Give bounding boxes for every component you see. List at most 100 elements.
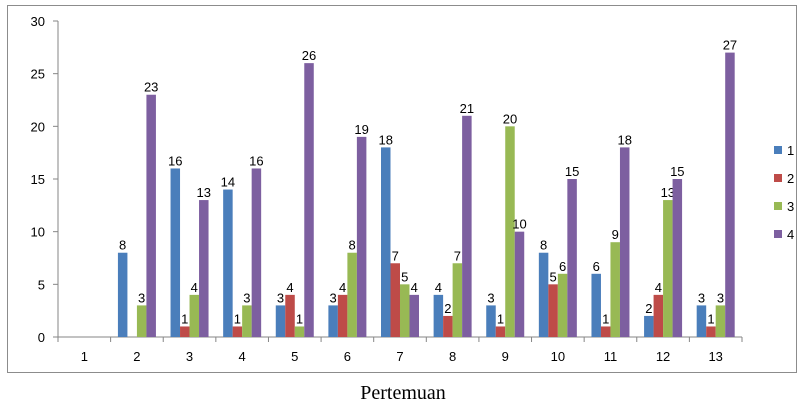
bar-series-4 <box>199 200 209 337</box>
bar-value-label: 8 <box>540 238 547 253</box>
bar-series-4 <box>672 179 683 337</box>
bar-value-label: 26 <box>302 48 316 63</box>
bar-series-2 <box>706 326 716 337</box>
x-tick-label: 11 <box>604 349 618 364</box>
bar-series-2 <box>180 326 190 337</box>
y-tick-label: 10 <box>31 225 45 240</box>
bar-value-label: 7 <box>392 248 399 263</box>
bar-series-1 <box>538 252 549 337</box>
bar-value-label: 4 <box>655 280 662 295</box>
x-tick-label: 1 <box>81 349 88 364</box>
bar-series-3 <box>715 305 726 337</box>
bar-series-1 <box>433 294 444 337</box>
bar-value-label: 20 <box>503 111 517 126</box>
bar-series-2 <box>495 326 506 337</box>
bar-series-1 <box>170 168 181 337</box>
bar-value-label: 15 <box>565 164 579 179</box>
bar-value-label: 6 <box>559 259 566 274</box>
legend-label-2: 2 <box>787 171 794 186</box>
y-tick-label: 0 <box>38 330 45 345</box>
x-tick-label: 12 <box>656 349 670 364</box>
legend-label-1: 1 <box>787 143 794 158</box>
bar-value-label: 2 <box>444 301 451 316</box>
bar-value-label: 23 <box>144 80 158 95</box>
bar-value-label: 1 <box>602 311 609 326</box>
bar-value-label: 3 <box>330 290 337 305</box>
legend-swatch-1 <box>774 146 782 154</box>
bar-series-1 <box>696 305 707 337</box>
legend-swatch-3 <box>774 202 782 210</box>
bar-value-label: 5 <box>549 269 556 284</box>
x-tick-label: 13 <box>708 349 722 364</box>
bar-series-3 <box>663 200 673 337</box>
bar-value-label: 1 <box>234 311 241 326</box>
bar-series-1 <box>223 189 233 337</box>
bar-value-label: 19 <box>354 122 368 137</box>
bar-series-4 <box>146 94 156 337</box>
bar-series-1 <box>486 305 496 337</box>
x-tick-label: 7 <box>396 349 403 364</box>
bar-series-3 <box>189 294 200 337</box>
bar-series-1 <box>591 273 601 337</box>
bar-value-label: 3 <box>138 290 145 305</box>
y-tick-label: 20 <box>31 119 45 134</box>
bar-series-3 <box>242 305 252 337</box>
bar-series-2 <box>285 294 295 337</box>
x-tick-label: 6 <box>344 349 351 364</box>
bar-value-label: 3 <box>487 290 494 305</box>
bar-series-1 <box>644 315 654 337</box>
x-axis-title: Pertemuan <box>360 382 446 404</box>
bar-value-label: 3 <box>717 290 724 305</box>
bar-value-label: 1 <box>296 311 303 326</box>
x-tick-label: 5 <box>291 349 298 364</box>
bar-series-2 <box>337 294 348 337</box>
bar-series-2 <box>390 263 400 337</box>
bar-series-4 <box>356 136 367 337</box>
bar-series-3 <box>294 326 305 337</box>
legend-label-4: 4 <box>787 227 794 242</box>
bar-value-label: 6 <box>593 259 600 274</box>
bar-value-label: 27 <box>723 38 737 53</box>
x-tick-label: 2 <box>133 349 140 364</box>
bar-value-label: 4 <box>286 280 293 295</box>
bar-series-4 <box>462 115 472 337</box>
bar-series-3 <box>347 252 357 337</box>
x-tick-label: 10 <box>551 349 565 364</box>
bar-value-label: 15 <box>670 164 684 179</box>
bar-series-4 <box>567 179 577 337</box>
bar-value-label: 3 <box>243 290 250 305</box>
bar-value-label: 7 <box>454 248 461 263</box>
bar-series-4 <box>304 63 314 338</box>
bar-series-1 <box>328 305 338 337</box>
bar-value-label: 4 <box>411 280 418 295</box>
bar-series-2 <box>653 294 664 337</box>
y-tick-label: 25 <box>31 67 45 82</box>
bar-series-1 <box>381 147 391 337</box>
bar-value-label: 18 <box>617 132 631 147</box>
bar-value-label: 5 <box>401 269 408 284</box>
bar-value-label: 9 <box>612 227 619 242</box>
x-tick-label: 4 <box>239 349 246 364</box>
bar-series-1 <box>117 252 128 337</box>
legend-swatch-2 <box>774 174 782 182</box>
bar-value-label: 13 <box>661 185 675 200</box>
bar-series-3 <box>452 263 463 337</box>
bar-series-3 <box>400 284 410 337</box>
bar-value-label: 16 <box>249 153 263 168</box>
bar-value-label: 8 <box>349 238 356 253</box>
bar-series-2 <box>232 326 243 337</box>
bar-series-4 <box>251 168 262 337</box>
x-tick-label: 3 <box>186 349 193 364</box>
bar-value-label: 4 <box>339 280 346 295</box>
bar-value-label: 3 <box>277 290 284 305</box>
bar-series-1 <box>275 305 286 337</box>
x-tick-label: 8 <box>449 349 456 364</box>
x-tick-label: 9 <box>502 349 509 364</box>
bar-series-2 <box>443 315 453 337</box>
bar-value-label: 1 <box>181 311 188 326</box>
bar-series-3 <box>505 126 515 337</box>
bar-value-label: 14 <box>221 175 235 190</box>
bar-value-label: 1 <box>497 311 504 326</box>
bar-value-label: 2 <box>645 301 652 316</box>
